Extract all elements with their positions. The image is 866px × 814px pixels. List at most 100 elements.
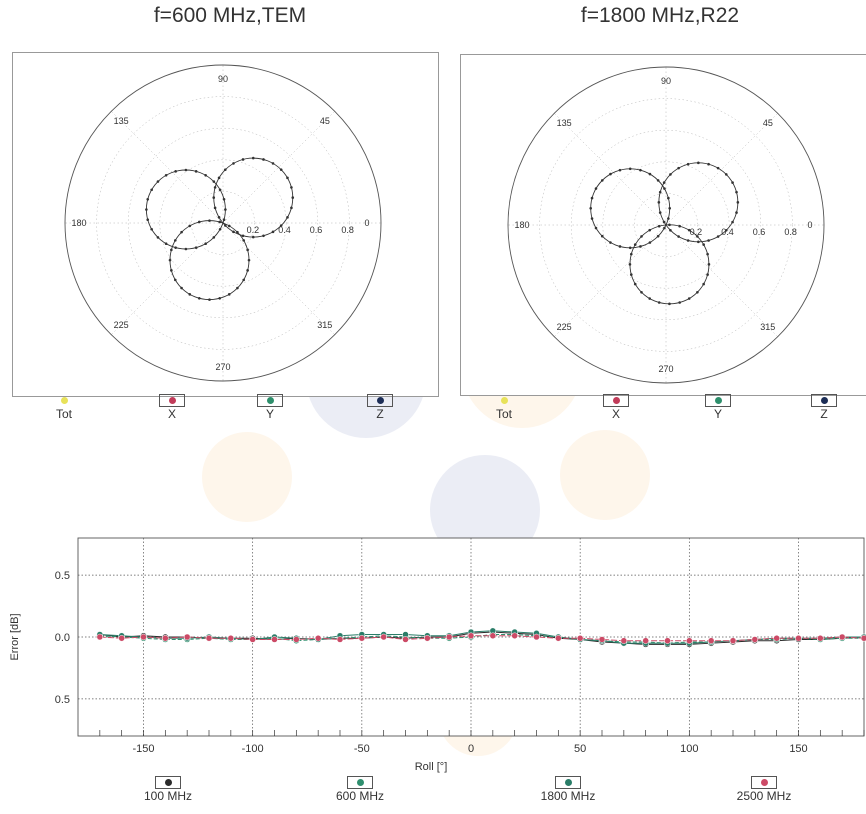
polar-point-x xyxy=(212,180,216,183)
polar-grid-ring xyxy=(602,161,730,289)
polar-legend-1800mhz: Tot X Y Z xyxy=(440,394,866,424)
polar-angle-tick-label: 90 xyxy=(218,74,228,84)
legend-swatch xyxy=(51,394,77,407)
polar-point-z xyxy=(678,301,681,304)
polar-angle-tick-label: 270 xyxy=(658,364,673,374)
polar-point-y xyxy=(241,234,245,238)
x-tick-label: 100 xyxy=(680,743,698,755)
polar-plot-600mhz: 0.2 0.4 0.6 0.8 90 45 0 315 270 225 180 135 xyxy=(64,64,382,382)
polar-point-z xyxy=(707,263,711,266)
polar-point-z xyxy=(246,248,249,252)
series-point-2500-mhz xyxy=(817,634,824,642)
polar-point-y xyxy=(724,228,728,232)
polar-point-z xyxy=(657,224,661,228)
legend-dot-icon xyxy=(60,397,68,404)
polar-point-x xyxy=(145,208,148,211)
polar-title-600mhz: f=600 MHz,TEM xyxy=(153,4,307,27)
polar-radial-tick-label: 0.6 xyxy=(310,225,323,235)
series-point-2500-mhz xyxy=(686,637,693,644)
series-point-2500-mhz xyxy=(533,633,540,641)
polar-point-x xyxy=(146,218,150,222)
legend-item-2500-mhz: 2500 MHz xyxy=(724,776,804,803)
x-tick-label: 0 xyxy=(468,743,474,755)
polar-point-x xyxy=(668,207,672,210)
error-vs-roll-chart: -150 -100 -50 0 50 100 150 0.5 0.0 0.5 Roll [°] Err… xyxy=(0,530,866,780)
series-point-2500-mhz xyxy=(271,636,278,643)
polar-point-z xyxy=(227,293,231,296)
legend-item-z: Z xyxy=(360,394,400,421)
polar-angle-tick-label: 180 xyxy=(71,218,86,228)
legend-item-600-mhz: 600 MHz xyxy=(320,776,400,803)
polar-legend-600mhz: Tot X Y Z xyxy=(0,394,440,424)
frequency-legend: 100 MHz 600 MHz 1800 MHz 2500 MHz xyxy=(0,776,866,812)
polar-point-z xyxy=(170,248,173,252)
polar-point-z xyxy=(197,220,201,224)
legend-swatch xyxy=(257,394,283,407)
series-point-2500-mhz xyxy=(729,637,737,644)
legend-label: Z xyxy=(376,407,384,421)
polar-point-z xyxy=(706,273,709,276)
polar-point-x xyxy=(639,168,642,172)
polar-point-y xyxy=(286,216,289,219)
legend-dot-icon xyxy=(820,397,828,404)
polar-point-y xyxy=(677,235,680,238)
legend-swatch xyxy=(155,776,181,789)
polar-point-y xyxy=(724,173,728,176)
x-tick-label: -50 xyxy=(354,743,370,755)
legend-label: 1800 MHz xyxy=(540,789,596,803)
polar-point-x xyxy=(609,241,612,244)
legend-item-z: Z xyxy=(804,394,844,421)
series-point-2500-mhz xyxy=(555,634,562,642)
polar-point-y xyxy=(669,173,672,176)
polar-point-y xyxy=(657,201,661,204)
series-point-2500-mhz xyxy=(183,633,191,641)
polar-point-z xyxy=(640,290,643,294)
polar-point-z xyxy=(246,269,249,272)
x-tick-label: -100 xyxy=(242,743,264,755)
series-point-2500-mhz xyxy=(293,636,300,643)
series-point-2500-mhz xyxy=(336,636,344,643)
polar-point-z xyxy=(236,230,239,234)
legend-label: Tot xyxy=(55,407,72,421)
polar-point-x xyxy=(174,246,177,249)
y-tick-label: 0.0 xyxy=(55,632,70,644)
polar-point-z xyxy=(180,286,183,290)
x-tick-label: 150 xyxy=(789,743,807,755)
polar-point-y xyxy=(271,162,275,165)
series-point-2500-mhz xyxy=(96,633,104,641)
polar-point-y xyxy=(290,206,293,210)
legend-label: Y xyxy=(713,407,722,421)
legend-label: X xyxy=(167,407,176,421)
x-tick-label: -150 xyxy=(132,743,154,755)
polar-point-z xyxy=(197,296,201,300)
legend-label: Z xyxy=(820,407,828,421)
legend-dot-icon xyxy=(356,779,364,786)
polar-point-x xyxy=(212,236,216,239)
polar-point-y xyxy=(686,239,690,242)
legend-swatch xyxy=(159,394,185,407)
polar-point-x xyxy=(609,172,612,176)
polar-point-x xyxy=(184,247,188,251)
series-line-2500-mhz xyxy=(99,635,865,642)
series-point-2500-mhz xyxy=(598,636,606,643)
polar-chart-1800mhz: 0.2 0.4 0.6 0.8 90 45 0 315 270 225 180 135 xyxy=(460,54,866,396)
polar-point-z xyxy=(188,293,192,296)
polar-angle-tick-label: 135 xyxy=(557,118,572,128)
y-tick-label: 0.5 xyxy=(55,570,70,582)
legend-item-x: X xyxy=(152,394,192,421)
polar-angle-tick-label: 45 xyxy=(320,116,330,126)
legend-swatch xyxy=(751,776,777,789)
polar-point-x xyxy=(156,236,160,239)
polar-point-z xyxy=(696,290,699,294)
polar-point-y xyxy=(262,158,265,161)
polar-point-x xyxy=(667,217,670,220)
polar-point-y xyxy=(232,162,235,165)
polar-point-y xyxy=(707,239,710,242)
polar-point-y xyxy=(212,196,216,199)
polar-point-x xyxy=(150,227,153,231)
polar-point-z xyxy=(648,228,651,232)
polar-point-y xyxy=(736,201,740,204)
legend-item-100-mhz: 100 MHz xyxy=(128,776,208,803)
legend-swatch xyxy=(705,394,731,407)
series-point-2500-mhz xyxy=(795,634,802,642)
